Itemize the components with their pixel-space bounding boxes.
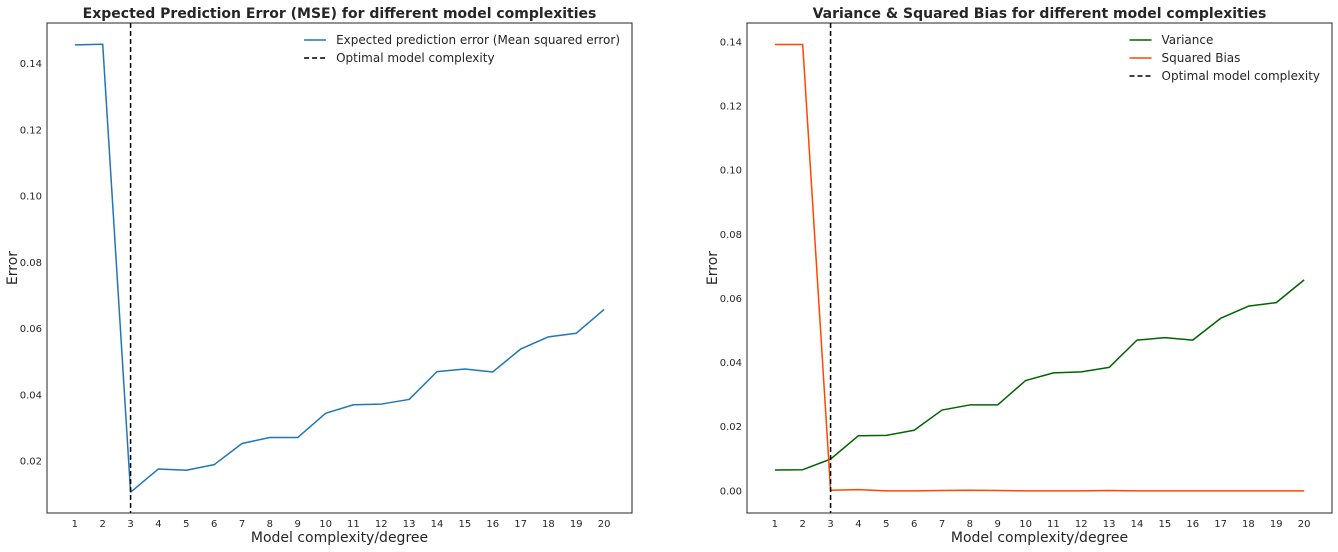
x-axis-label: Model complexity/degree [951,530,1128,546]
x-tick-label: 15 [458,519,471,530]
y-axis-label: Error [5,251,21,285]
chart-title: Expected Prediction Error (MSE) for diff… [83,6,597,22]
x-tick-label: 20 [1298,519,1311,530]
y-tick-label: 0.00 [720,486,742,497]
y-tick-label: 0.10 [20,192,42,203]
legend-label: Squared Bias [1162,51,1241,65]
y-tick-label: 0.12 [720,102,742,113]
x-tick-label: 6 [911,519,917,530]
y-tick-label: 0.06 [720,294,742,305]
x-tick-label: 7 [939,519,945,530]
y-tick-label: 0.10 [720,166,742,177]
x-tick-label: 13 [403,519,416,530]
x-tick-label: 1 [772,519,778,530]
x-tick-label: 20 [598,519,611,530]
y-tick-label: 0.12 [20,125,42,136]
chart-variance-bias: Variance & Squared Bias for different mo… [705,6,1333,546]
series-line-squared-bias [774,43,1305,492]
legend: Variance Squared Bias Optimal model comple… [1129,33,1320,83]
y-tick-label: 0.02 [20,457,42,468]
x-tick-label: 18 [1242,519,1255,530]
x-tick-label: 5 [183,519,189,530]
x-tick-label: 15 [1158,519,1171,530]
y-tick-label: 0.08 [720,230,742,241]
x-tick-label: 2 [800,519,806,530]
legend-label: Optimal model complexity [336,51,494,65]
x-tick-label: 4 [855,519,861,530]
x-tick-label: 4 [155,519,161,530]
x-tick-label: 1 [72,519,78,530]
x-tick-label: 9 [295,519,301,530]
x-tick-label: 14 [431,519,444,530]
y-tick-label: 0.04 [20,390,42,401]
plot-frame [746,22,1333,514]
x-tick-label: 9 [995,519,1001,530]
y-tick-label: 0.14 [20,59,42,70]
x-tick-label: 11 [1047,519,1060,530]
x-tick-label: 3 [127,519,133,530]
x-tick-label: 2 [100,519,106,530]
x-tick-label: 11 [347,519,360,530]
x-tick-label: 6 [211,519,217,530]
x-tick-label: 5 [883,519,889,530]
x-tick-label: 10 [1019,519,1032,530]
legend-label: Optimal model complexity [1162,69,1320,83]
x-tick-label: 16 [1186,519,1199,530]
y-tick-label: 0.04 [720,358,742,369]
x-tick-label: 3 [827,519,833,530]
y-tick-label: 0.02 [720,422,742,433]
x-tick-label: 17 [514,519,527,530]
legend: Expected prediction error (Mean squared … [304,33,620,65]
x-tick-label: 13 [1103,519,1116,530]
x-tick-label: 8 [267,519,273,530]
y-tick-label: 0.08 [20,258,42,269]
x-tick-label: 14 [1131,519,1144,530]
x-tick-label: 16 [486,519,499,530]
series-line-expected-prediction-error-mean-squared-error [74,43,605,493]
y-axis-label: Error [705,251,721,285]
x-tick-label: 19 [1270,519,1283,530]
x-tick-label: 18 [542,519,555,530]
series-line-variance [774,279,1305,471]
y-tick-label: 0.14 [720,37,742,48]
legend-label: Variance [1162,33,1214,47]
x-tick-label: 17 [1214,519,1227,530]
chart-title: Variance & Squared Bias for different mo… [813,6,1267,22]
x-tick-label: 12 [1075,519,1088,530]
legend-label: Expected prediction error (Mean squared … [336,33,620,47]
plot-frame [46,22,633,514]
x-tick-label: 19 [570,519,583,530]
x-tick-label: 10 [319,519,332,530]
x-axis-label: Model complexity/degree [251,530,428,546]
chart-mse: Expected Prediction Error (MSE) for diff… [5,6,633,546]
x-tick-label: 8 [967,519,973,530]
y-tick-label: 0.06 [20,324,42,335]
x-tick-label: 7 [239,519,245,530]
x-tick-label: 12 [375,519,388,530]
